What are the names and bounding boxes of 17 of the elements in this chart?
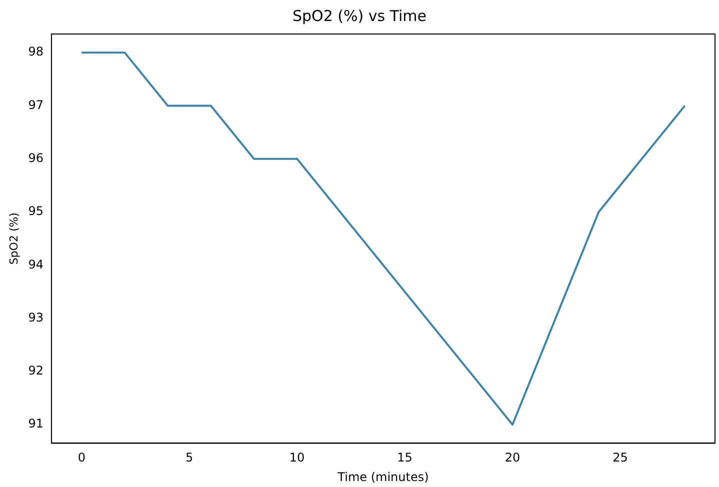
y-tick-label: 97: [28, 98, 44, 112]
y-tick-label: 98: [28, 44, 44, 59]
y-tick-label: 92: [28, 364, 44, 378]
y-axis-title: SpO2 (%): [7, 212, 20, 265]
x-axis-title: Time (minutes): [336, 470, 429, 484]
y-tick-label: 91: [28, 416, 44, 431]
x-tick-label: 15: [397, 450, 412, 465]
x-tick-label: 20: [504, 450, 520, 465]
y-tick-label: 93: [28, 310, 44, 324]
y-tick-label: 94: [28, 257, 44, 272]
x-tick-label: 25: [612, 450, 628, 465]
x-tick-label: 10: [289, 450, 305, 465]
x-tick-label: 0: [78, 450, 86, 465]
x-tick-label: 5: [186, 450, 194, 465]
y-tick-label: 95: [28, 204, 44, 218]
chart-title: SpO2 (%) vs Time: [292, 6, 427, 25]
y-tick-label: 96: [28, 151, 44, 166]
